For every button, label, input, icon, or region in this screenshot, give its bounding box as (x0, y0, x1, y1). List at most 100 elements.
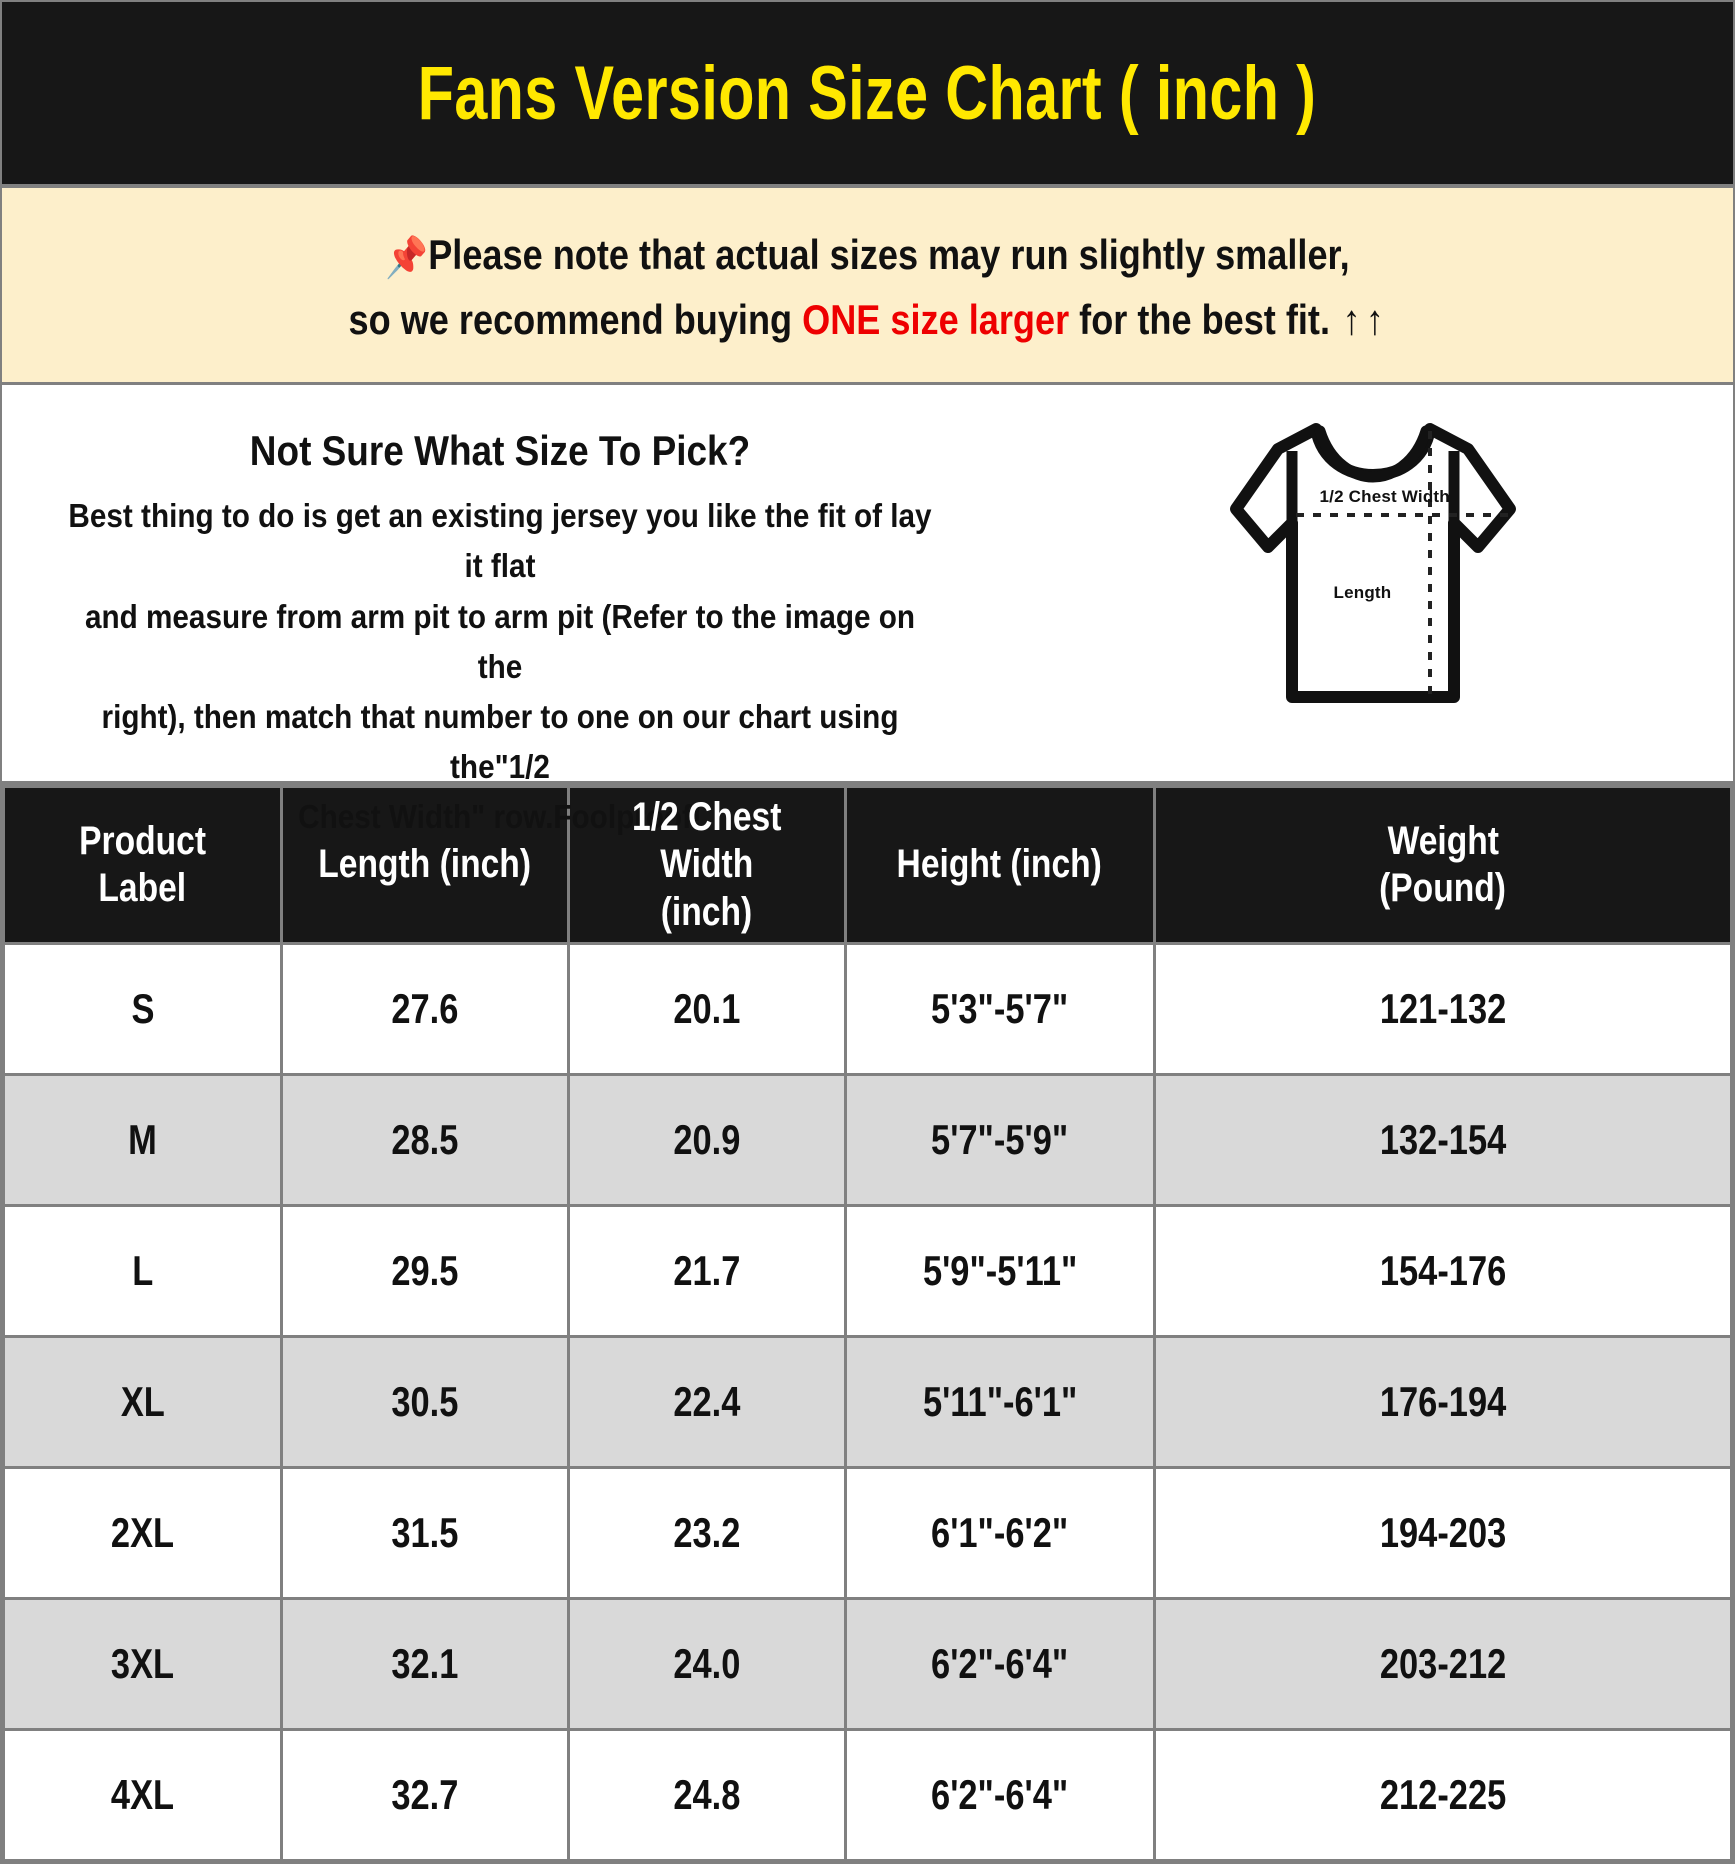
header-line: (inch) (661, 889, 753, 934)
cell-text: 24.8 (673, 1770, 741, 1818)
note-text-2-pre: so we recommend buying (348, 296, 803, 344)
cell-text: 154-176 (1379, 1246, 1507, 1294)
tshirt-icon (1229, 423, 1516, 704)
cell-text: 194-203 (1379, 1508, 1507, 1556)
cell-text: 24.0 (673, 1639, 741, 1687)
cell-text: 32.7 (391, 1770, 459, 1818)
note-line-2: so we recommend buying ONE size larger f… (123, 287, 1612, 352)
pushpin-icon: 📌 (385, 236, 429, 280)
header-line: Label (98, 865, 187, 910)
cell-text: 22.4 (673, 1377, 741, 1425)
cell-length: 32.7 (280, 1727, 571, 1862)
cell-text: 31.5 (391, 1508, 459, 1556)
note-banner: 📌Please note that actual sizes may run s… (2, 188, 1733, 386)
cell-text: 4XL (111, 1770, 175, 1818)
cell-text: 176-194 (1379, 1377, 1507, 1425)
column-header-half-chest-width: 1/2 Chest Width (inch) (567, 785, 847, 945)
cell-text: 20.9 (673, 1115, 741, 1163)
cell-weight: 132-154 (1152, 1072, 1733, 1207)
cell-text: 5'9"-5'11" (922, 1246, 1077, 1294)
cell-text: 21.7 (673, 1246, 741, 1294)
table-header: Product Label Length (inch) 1/2 Chest Wi… (2, 785, 1733, 945)
cell-length: 28.5 (280, 1072, 571, 1207)
cell-text: L (132, 1246, 154, 1294)
cell-length: 32.1 (280, 1596, 571, 1731)
note-text-2-post: for the best fit. (1069, 296, 1341, 344)
cell-text: 6'1"-6'2" (931, 1508, 1069, 1556)
cell-text: 6'2"-6'4" (931, 1639, 1069, 1687)
cell-product-label: S (2, 941, 284, 1076)
cell-text: 30.5 (391, 1377, 459, 1425)
table-row: L 29.5 21.7 5'9"-5'11" 154-176 (2, 1203, 1733, 1338)
cell-text: M (128, 1115, 157, 1163)
cell-product-label: 4XL (2, 1727, 284, 1862)
info-body-line-3: right), then match that number to one on… (101, 697, 899, 785)
cell-text: 3XL (111, 1639, 175, 1687)
cell-text: 32.1 (391, 1639, 459, 1687)
cell-half-chest: 24.0 (567, 1596, 847, 1731)
cell-length: 31.5 (280, 1465, 571, 1600)
cell-length: 30.5 (280, 1334, 571, 1469)
column-header-product-label: Product Label (2, 785, 284, 945)
page-title: Fans Version Size Chart ( inch ) (418, 50, 1317, 136)
info-body-line-1: Best thing to do is get an existing jers… (68, 497, 932, 585)
cell-product-label: M (2, 1072, 284, 1207)
cell-height: 6'2"-6'4" (843, 1596, 1156, 1731)
cell-weight: 203-212 (1152, 1596, 1733, 1731)
cell-height: 5'3"-5'7" (843, 941, 1156, 1076)
cell-text: 5'7"-5'9" (931, 1115, 1069, 1163)
cell-weight: 194-203 (1152, 1465, 1733, 1600)
column-header-height: Height (inch) (843, 785, 1156, 945)
info-body-line-2: and measure from arm pit to arm pit (Ref… (84, 597, 916, 685)
cell-text: 132-154 (1379, 1115, 1507, 1163)
info-section: Not Sure What Size To Pick? Best thing t… (2, 385, 1733, 835)
cell-product-label: 2XL (2, 1465, 284, 1600)
table-header-row: Product Label Length (inch) 1/2 Chest Wi… (2, 785, 1733, 945)
cell-text: 27.6 (391, 984, 459, 1032)
cell-text: S (131, 984, 155, 1032)
cell-half-chest: 24.8 (567, 1727, 847, 1862)
cell-weight: 176-194 (1152, 1334, 1733, 1469)
info-heading: Not Sure What Size To Pick? (249, 427, 751, 475)
cell-height: 6'1"-6'2" (843, 1465, 1156, 1600)
diagram-column: 1/2 Chest Width Length (1012, 385, 1733, 705)
table-row: 4XL 32.7 24.8 6'2"-6'4" 212-225 (2, 1727, 1733, 1862)
cell-product-label: 3XL (2, 1596, 284, 1731)
arrow-up-icon-1: ↑ (1342, 296, 1361, 344)
cell-half-chest: 20.9 (567, 1072, 847, 1207)
table-row: M 28.5 20.9 5'7"-5'9" 132-154 (2, 1072, 1733, 1207)
table-row: 2XL 31.5 23.2 6'1"-6'2" 194-203 (2, 1465, 1733, 1600)
size-table: Product Label Length (inch) 1/2 Chest Wi… (2, 785, 1733, 1862)
cell-height: 5'9"-5'11" (843, 1203, 1156, 1338)
chest-width-label: 1/2 Chest Width (1319, 487, 1450, 507)
tshirt-diagram: 1/2 Chest Width Length (1208, 405, 1538, 705)
cell-length: 29.5 (280, 1203, 571, 1338)
cell-text: 6'2"-6'4" (931, 1770, 1069, 1818)
cell-text: 28.5 (391, 1115, 459, 1163)
cell-weight: 154-176 (1152, 1203, 1733, 1338)
info-body: Best thing to do is get an existing jers… (64, 491, 935, 842)
cell-text: XL (120, 1377, 165, 1425)
column-header-length: Length (inch) (280, 785, 571, 945)
table-body: S 27.6 20.1 5'3"-5'7" 121-132 M 28.5 20.… (2, 941, 1733, 1862)
header-line: Height (inch) (897, 842, 1103, 887)
note-emphasis: ONE size larger (802, 296, 1070, 344)
arrow-up-icon-2: ↑ (1365, 296, 1384, 344)
cell-text: 203-212 (1379, 1639, 1507, 1687)
header-line: (Pound) (1379, 865, 1507, 910)
cell-height: 5'11"-6'1" (843, 1334, 1156, 1469)
info-text-column: Not Sure What Size To Pick? Best thing t… (2, 385, 1012, 842)
cell-weight: 121-132 (1152, 941, 1733, 1076)
header-line: Length (inch) (318, 842, 532, 887)
cell-height: 5'7"-5'9" (843, 1072, 1156, 1207)
cell-text: 212-225 (1379, 1770, 1507, 1818)
length-label: Length (1333, 583, 1392, 603)
table-row: XL 30.5 22.4 5'11"-6'1" 176-194 (2, 1334, 1733, 1469)
header-line: Product (79, 818, 207, 863)
header-line: Weight (1387, 818, 1499, 863)
title-banner: Fans Version Size Chart ( inch ) (2, 2, 1733, 188)
cell-half-chest: 21.7 (567, 1203, 847, 1338)
cell-product-label: L (2, 1203, 284, 1338)
cell-half-chest: 23.2 (567, 1465, 847, 1600)
